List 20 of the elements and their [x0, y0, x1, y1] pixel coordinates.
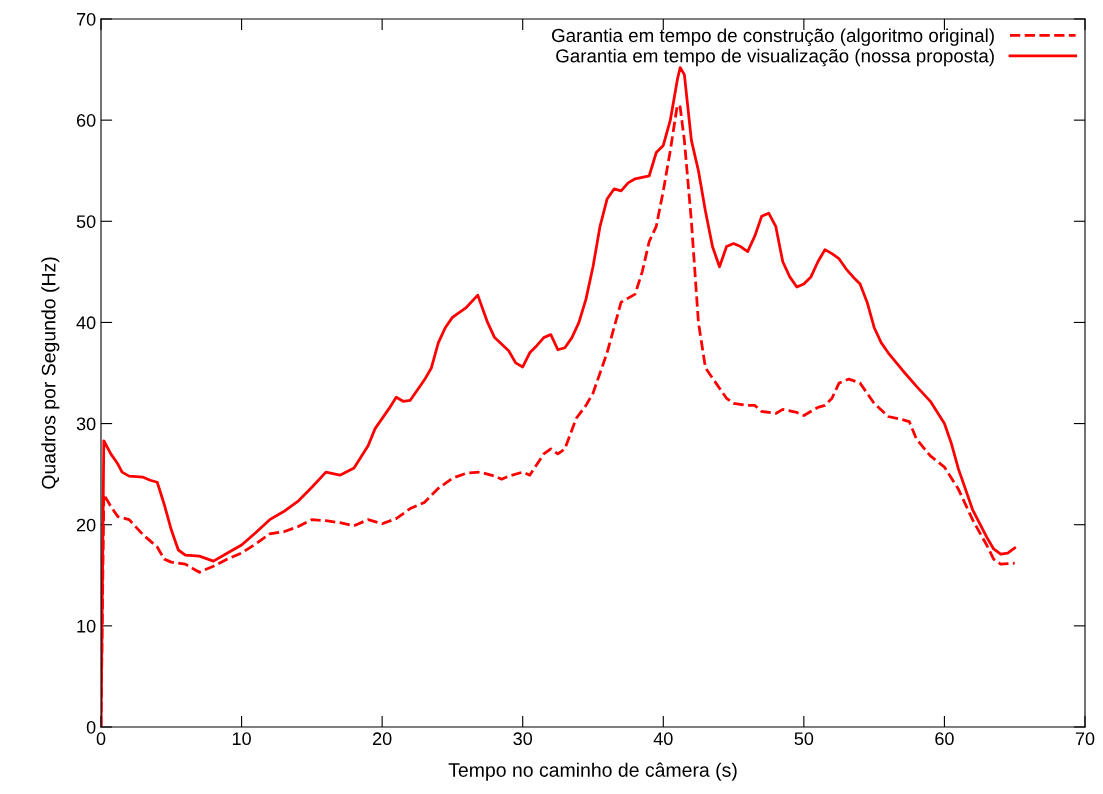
x-axis-title: Tempo no caminho de câmera (s) — [448, 762, 737, 781]
x-tick-label: 30 — [513, 732, 533, 746]
y-tick-label: 40 — [76, 316, 96, 330]
y-tick-label: 20 — [76, 518, 96, 532]
x-tick-label: 0 — [96, 732, 106, 746]
y-tick-label: 0 — [86, 720, 96, 734]
legend-label: Garantia em tempo de visualização (nossa proposta) — [556, 48, 994, 67]
y-tick-label: 70 — [76, 12, 96, 26]
y-axis-title: Quadros por Segundo (Hz) — [41, 257, 60, 489]
y-tick-label: 10 — [77, 619, 96, 633]
x-tick-label: 20 — [373, 732, 392, 746]
x-tick-label: 50 — [794, 732, 814, 746]
y-tick-label: 60 — [76, 114, 96, 127]
x-tick-label: 60 — [935, 732, 954, 746]
x-tick-label: 70 — [1075, 732, 1095, 746]
y-tick-label: 30 — [76, 417, 96, 431]
x-tick-label: 40 — [653, 732, 673, 746]
x-tick-label: 10 — [232, 732, 251, 746]
y-tick-label: 50 — [76, 215, 96, 229]
legend-label: Garantia em tempo de construção (algoritmo original) — [552, 28, 994, 46]
